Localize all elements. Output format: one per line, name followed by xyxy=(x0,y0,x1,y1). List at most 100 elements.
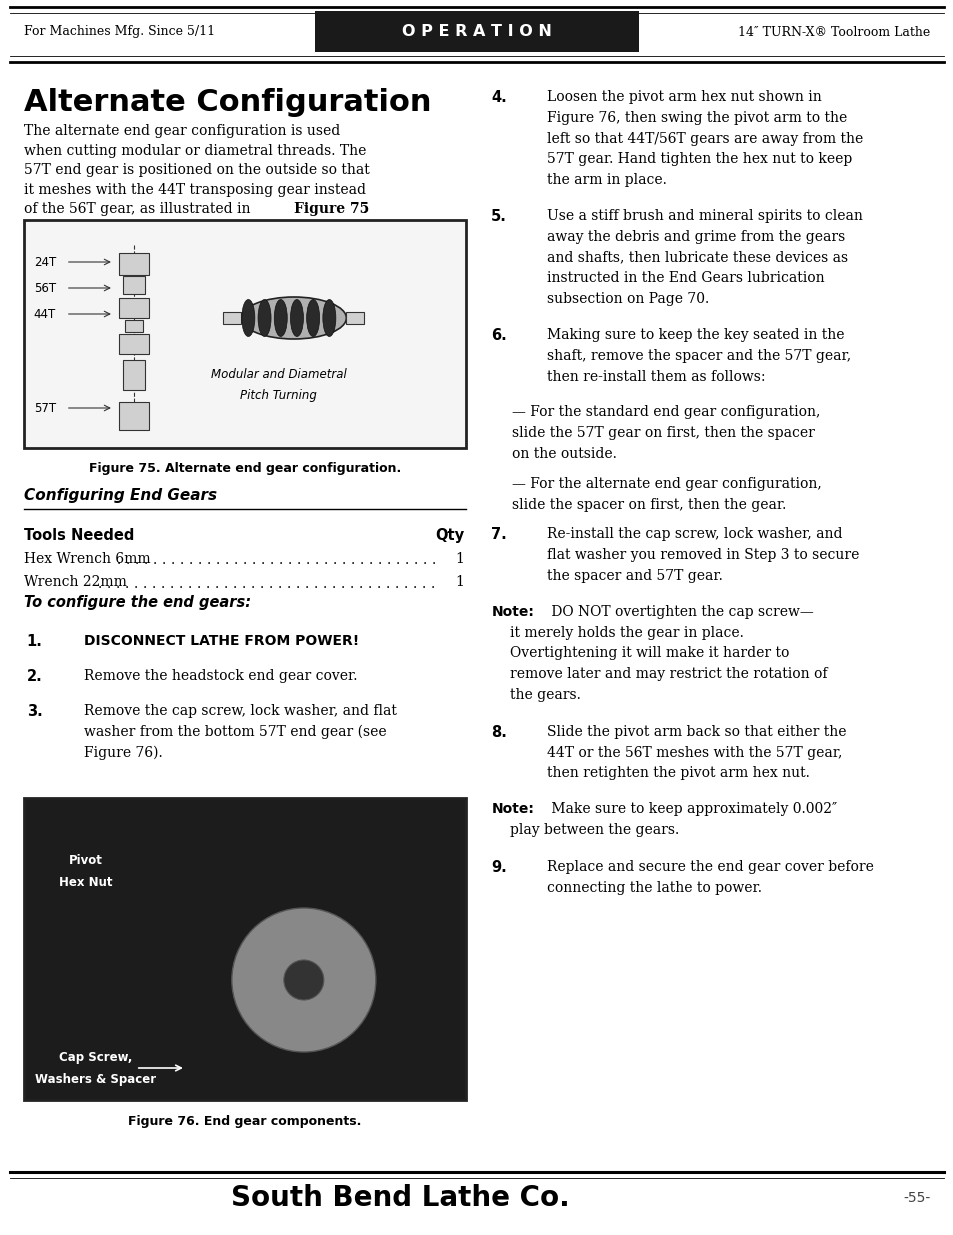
Text: it merely holds the gear in place.: it merely holds the gear in place. xyxy=(510,626,743,640)
Text: 7.: 7. xyxy=(491,527,507,542)
Text: 3.: 3. xyxy=(27,704,43,719)
Text: .: . xyxy=(224,577,228,592)
Ellipse shape xyxy=(242,300,254,336)
Bar xyxy=(24,220,465,448)
Text: left so that 44T/56T gears are away from the: left so that 44T/56T gears are away from… xyxy=(546,132,862,146)
Text: 56T: 56T xyxy=(33,282,56,294)
Text: .: . xyxy=(215,553,220,568)
Text: Qty: Qty xyxy=(435,529,464,543)
Text: .: . xyxy=(431,577,435,592)
Text: Re-install the cap screw, lock washer, and: Re-install the cap screw, lock washer, a… xyxy=(546,527,841,541)
Text: O P E R A T I O N: O P E R A T I O N xyxy=(401,25,552,40)
Text: .: . xyxy=(215,577,219,592)
Text: .: . xyxy=(152,553,157,568)
Ellipse shape xyxy=(322,300,335,336)
Text: Configuring End Gears: Configuring End Gears xyxy=(24,488,216,503)
Text: remove later and may restrict the rotation of: remove later and may restrict the rotati… xyxy=(510,667,827,682)
Text: 44T or the 56T meshes with the 57T gear,: 44T or the 56T meshes with the 57T gear, xyxy=(546,746,841,760)
Text: slide the spacer on first, then the gear.: slide the spacer on first, then the gear… xyxy=(512,498,786,511)
Text: .: . xyxy=(135,553,139,568)
Ellipse shape xyxy=(290,300,303,336)
Text: 8.: 8. xyxy=(491,725,507,740)
Text: then re-install them as follows:: then re-install them as follows: xyxy=(546,369,764,384)
Text: .: . xyxy=(225,553,229,568)
Text: .: . xyxy=(198,553,202,568)
Text: 24T: 24T xyxy=(33,256,56,268)
Bar xyxy=(119,403,149,430)
Text: .: . xyxy=(171,553,175,568)
Text: .: . xyxy=(333,553,337,568)
Text: To configure the end gears:: To configure the end gears: xyxy=(24,595,251,610)
Text: .: . xyxy=(279,553,283,568)
Text: 57T: 57T xyxy=(33,401,56,415)
Text: Alternate Configuration: Alternate Configuration xyxy=(24,88,431,117)
Text: DO NOT overtighten the cap screw—: DO NOT overtighten the cap screw— xyxy=(546,605,813,619)
Text: Remove the headstock end gear cover.: Remove the headstock end gear cover. xyxy=(84,669,357,683)
Text: Figure 75. Alternate end gear configuration.: Figure 75. Alternate end gear configurat… xyxy=(89,462,400,475)
Text: .: . xyxy=(107,577,112,592)
Text: Overtightening it will make it harder to: Overtightening it will make it harder to xyxy=(510,646,789,661)
Bar xyxy=(123,359,145,390)
Text: Slide the pivot arm back so that either the: Slide the pivot arm back so that either … xyxy=(546,725,845,739)
Text: .: . xyxy=(350,577,354,592)
Text: Hex Wrench 6mm: Hex Wrench 6mm xyxy=(24,552,151,566)
Text: .: . xyxy=(270,553,274,568)
Text: .: . xyxy=(323,577,327,592)
Text: then retighten the pivot arm hex nut.: then retighten the pivot arm hex nut. xyxy=(546,767,809,781)
Text: .: . xyxy=(261,553,265,568)
Text: 4.: 4. xyxy=(491,90,507,105)
Text: 1: 1 xyxy=(456,576,464,589)
Text: .: . xyxy=(125,577,130,592)
Text: .: . xyxy=(134,577,138,592)
Text: The alternate end gear configuration is used: The alternate end gear configuration is … xyxy=(24,124,339,138)
Text: when cutting modular or diametral threads. The: when cutting modular or diametral thread… xyxy=(24,143,366,158)
Text: .: . xyxy=(179,577,183,592)
Bar xyxy=(119,333,149,354)
Text: Figure 76, then swing the pivot arm to the: Figure 76, then swing the pivot arm to t… xyxy=(546,111,846,125)
Text: .: . xyxy=(422,577,426,592)
Text: .: . xyxy=(233,553,238,568)
Ellipse shape xyxy=(274,300,287,336)
Text: the arm in place.: the arm in place. xyxy=(546,173,666,188)
Text: .: . xyxy=(188,577,193,592)
Ellipse shape xyxy=(257,300,271,336)
Text: Cap Screw,: Cap Screw, xyxy=(59,1051,132,1065)
Text: .: . xyxy=(126,553,131,568)
Bar xyxy=(123,275,145,294)
Text: .: . xyxy=(252,553,256,568)
Text: .: . xyxy=(363,203,367,216)
Text: .: . xyxy=(413,577,417,592)
Text: subsection on Page 70.: subsection on Page 70. xyxy=(546,293,708,306)
Text: 5.: 5. xyxy=(491,209,507,224)
Text: Modular and Diametral: Modular and Diametral xyxy=(211,368,346,380)
Text: .: . xyxy=(386,577,390,592)
Text: .: . xyxy=(432,553,436,568)
Text: Make sure to keep approximately 0.002″: Make sure to keep approximately 0.002″ xyxy=(546,803,836,816)
Text: .: . xyxy=(351,553,355,568)
Text: Use a stiff brush and mineral spirits to clean: Use a stiff brush and mineral spirits to… xyxy=(546,209,862,224)
Text: .: . xyxy=(242,577,246,592)
Text: .: . xyxy=(162,553,166,568)
Text: 1: 1 xyxy=(456,552,464,566)
Text: it meshes with the 44T transposing gear instead: it meshes with the 44T transposing gear … xyxy=(24,183,365,196)
Text: Figure 76).: Figure 76). xyxy=(84,746,163,761)
Text: play between the gears.: play between the gears. xyxy=(510,823,679,837)
Text: .: . xyxy=(269,577,274,592)
Text: DISCONNECT LATHE FROM POWER!: DISCONNECT LATHE FROM POWER! xyxy=(84,634,359,648)
Text: .: . xyxy=(152,577,156,592)
Text: .: . xyxy=(260,577,264,592)
Text: South Bend Lathe Co.: South Bend Lathe Co. xyxy=(231,1184,570,1212)
Text: .: . xyxy=(207,553,211,568)
Text: 2.: 2. xyxy=(27,669,43,684)
Text: Pivot: Pivot xyxy=(69,853,103,867)
Text: .: . xyxy=(369,553,373,568)
Text: .: . xyxy=(98,577,102,592)
Text: .: . xyxy=(324,553,328,568)
Text: and shafts, then lubricate these devices as: and shafts, then lubricate these devices… xyxy=(546,251,847,264)
Text: .: . xyxy=(342,553,346,568)
Text: .: . xyxy=(395,577,399,592)
Text: Figure 76. End gear components.: Figure 76. End gear components. xyxy=(128,1115,361,1128)
Text: .: . xyxy=(243,553,247,568)
Text: .: . xyxy=(116,577,120,592)
Text: .: . xyxy=(387,553,391,568)
